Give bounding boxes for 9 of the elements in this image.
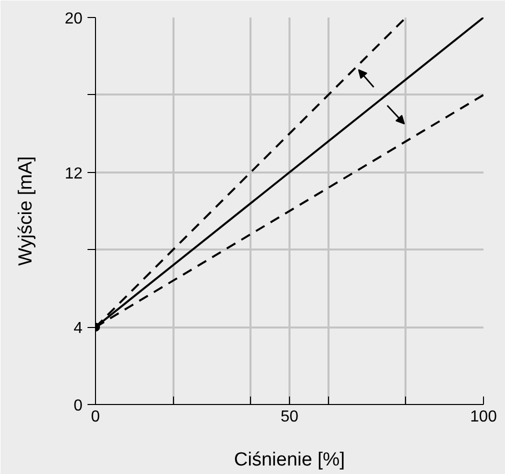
y-tick-label: 20 [64,10,83,28]
y-tick-label: 12 [64,165,83,182]
y-axis-title: Wyjście [mA] [16,156,37,266]
y-tick-label: 4 [74,320,83,338]
x-tick-label: 100 [470,408,497,426]
y-tick-label: 0 [74,398,83,414]
x-tick-label: 0 [91,408,100,426]
x-tick-label: 50 [280,408,298,426]
x-axis-title: Ciśnienie [%] [234,450,345,470]
